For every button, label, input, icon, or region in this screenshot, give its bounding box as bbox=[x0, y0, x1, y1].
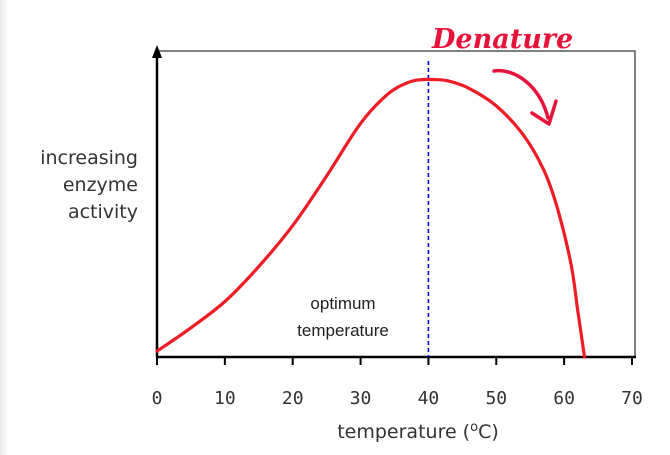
x-tick-label: 40 bbox=[418, 388, 440, 409]
y-axis-arrow bbox=[152, 45, 162, 58]
y-axis-label-line-3: activity bbox=[67, 201, 138, 223]
x-tick-label: 20 bbox=[282, 388, 304, 409]
x-tick-label: 30 bbox=[350, 388, 372, 409]
y-axis-label: increasing enzyme activity bbox=[40, 145, 138, 226]
left-edge-shadow bbox=[0, 0, 8, 455]
x-axis-ticks bbox=[156, 357, 633, 365]
series-line-enzyme-activity bbox=[155, 77, 587, 359]
plot-frame bbox=[156, 50, 636, 358]
y-axis-label-line-1: increasing bbox=[40, 147, 138, 169]
y-axis-label-line-2: enzyme bbox=[62, 174, 138, 196]
handwritten-arrow-shaft bbox=[492, 68, 550, 120]
x-tick-label: 60 bbox=[553, 388, 575, 409]
optimum-label-line-1: optimum bbox=[310, 294, 375, 313]
optimum-label-line-2: temperature bbox=[297, 321, 389, 340]
x-tick-label: 10 bbox=[214, 388, 236, 409]
x-tick-label: 0 bbox=[152, 388, 163, 409]
handwritten-denature-annotation: Denature bbox=[431, 24, 573, 55]
x-tick-label: 70 bbox=[621, 388, 643, 409]
handwritten-arrow-head bbox=[530, 99, 558, 126]
x-tick-label: 50 bbox=[485, 388, 507, 409]
x-axis-label: temperature (oC) bbox=[337, 420, 499, 443]
x-axis-tick-labels: 0 10 20 30 40 50 60 70 bbox=[152, 388, 643, 409]
